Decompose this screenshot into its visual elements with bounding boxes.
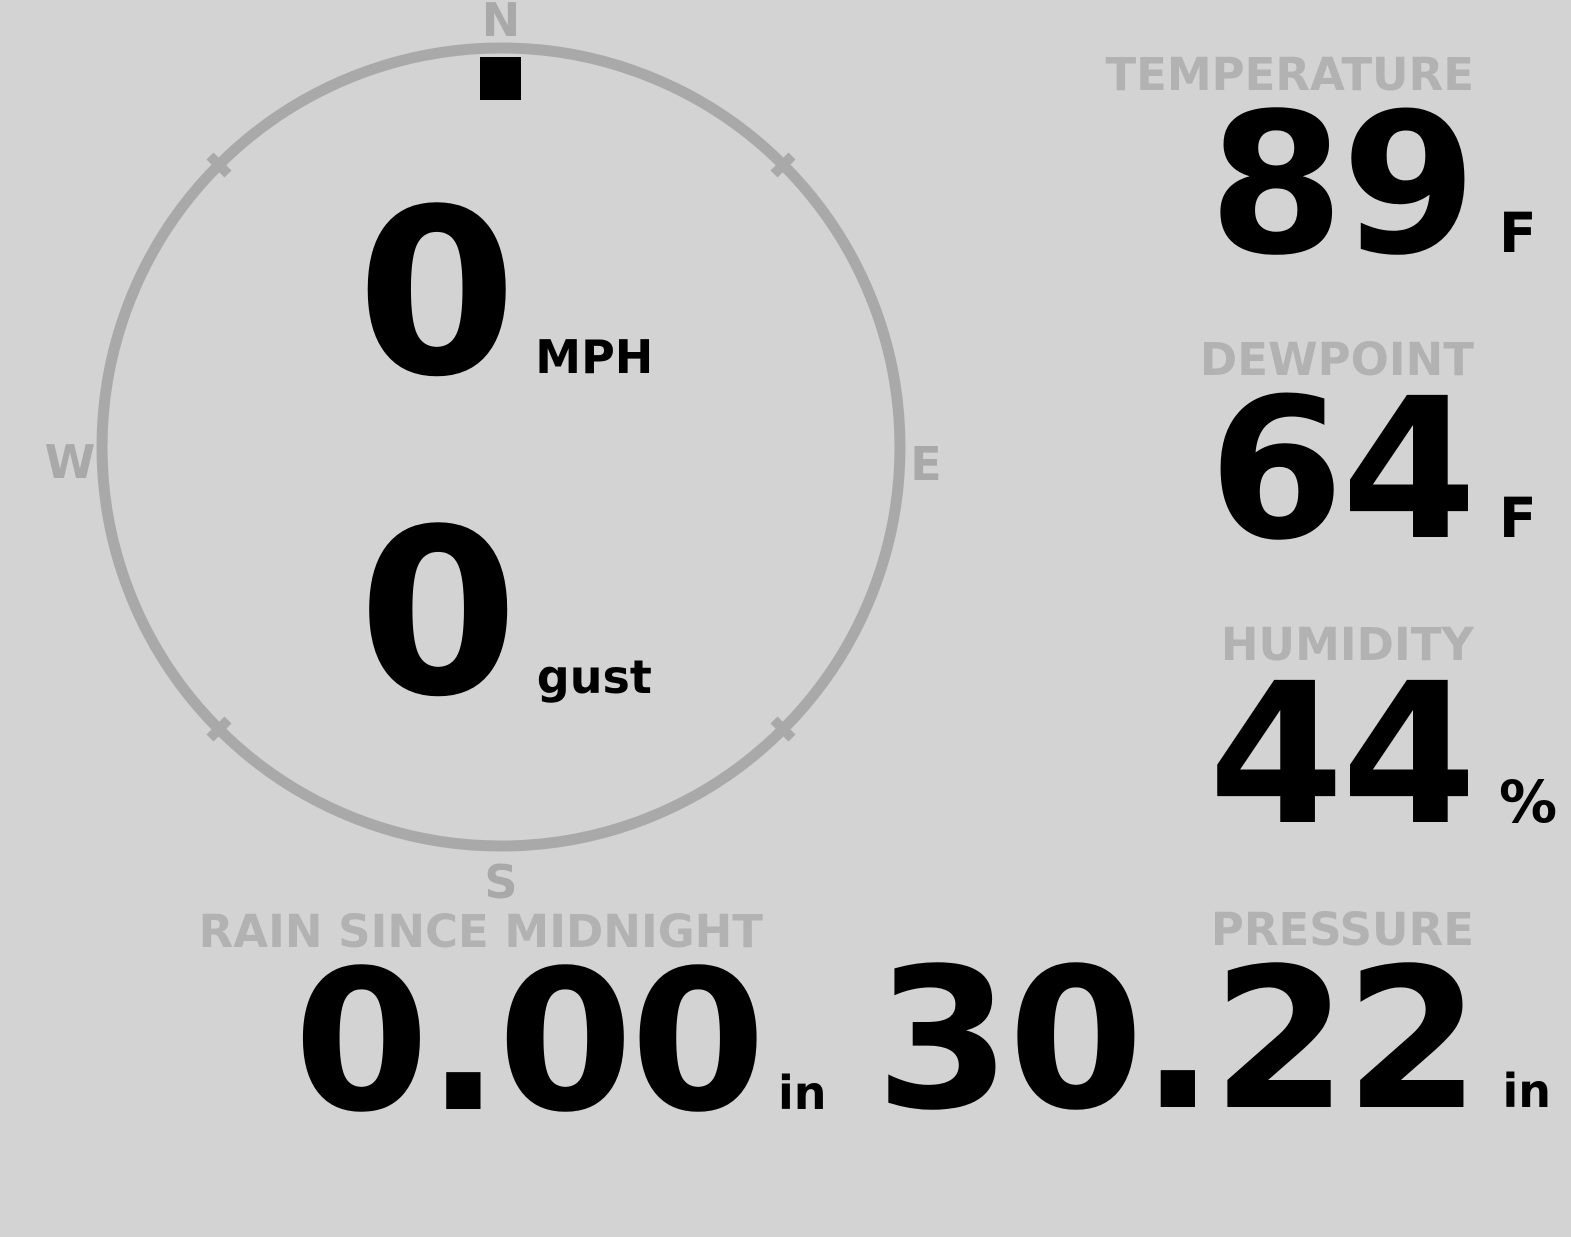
metric-temperature: TEMPERATURE 89 F <box>990 52 1551 282</box>
compass-ring <box>96 42 906 852</box>
metric-value: 64 <box>1208 356 1476 583</box>
compass-label-south: S <box>484 855 518 909</box>
metric-label: RAIN SINCE MIDNIGHT <box>198 905 763 958</box>
metric-value: 30.22 <box>875 926 1480 1153</box>
metric-label: TEMPERATURE <box>1105 48 1474 101</box>
compass-tick-ne <box>770 152 796 178</box>
metric-label: HUMIDITY <box>1220 618 1474 671</box>
wind-gust-value: 0 <box>358 481 518 748</box>
wind-gust-readout: 0 gust <box>0 500 1010 730</box>
metric-pressure: PRESSURE 30.22 in <box>875 903 1551 1137</box>
metric-unit: F <box>1499 201 1537 265</box>
wind-speed-unit: MPH <box>535 330 654 384</box>
metric-label: DEWPOINT <box>1199 333 1474 386</box>
metric-value: 0.00 <box>293 928 766 1155</box>
metric-value: 44 <box>1208 641 1476 868</box>
compass-tick-nw <box>206 152 232 178</box>
metric-dewpoint: DEWPOINT 64 F <box>990 337 1551 567</box>
metric-humidity: HUMIDITY 44 % <box>990 618 1558 868</box>
wind-speed-readout: 0 MPH <box>0 180 1010 410</box>
metric-unit: F <box>1499 486 1537 550</box>
wind-direction-marker-icon <box>480 57 521 100</box>
metric-value: 89 <box>1208 71 1476 298</box>
compass-tick-se <box>770 716 796 742</box>
metric-unit: in <box>778 1066 827 1120</box>
metric-label: PRESSURE <box>1210 903 1474 956</box>
compass-tick-sw <box>206 716 232 742</box>
compass-label-north: N <box>481 0 521 47</box>
metric-unit: in <box>1502 1064 1551 1118</box>
compass-label-east: E <box>910 437 942 491</box>
metric-unit: % <box>1499 768 1558 836</box>
compass-label-west: W <box>44 435 96 489</box>
wind-compass <box>96 42 906 852</box>
metric-rain-since-midnight: RAIN SINCE MIDNIGHT 0.00 in <box>0 905 827 1155</box>
wind-gust-unit: gust <box>536 650 652 704</box>
wind-speed-value: 0 <box>356 161 517 428</box>
